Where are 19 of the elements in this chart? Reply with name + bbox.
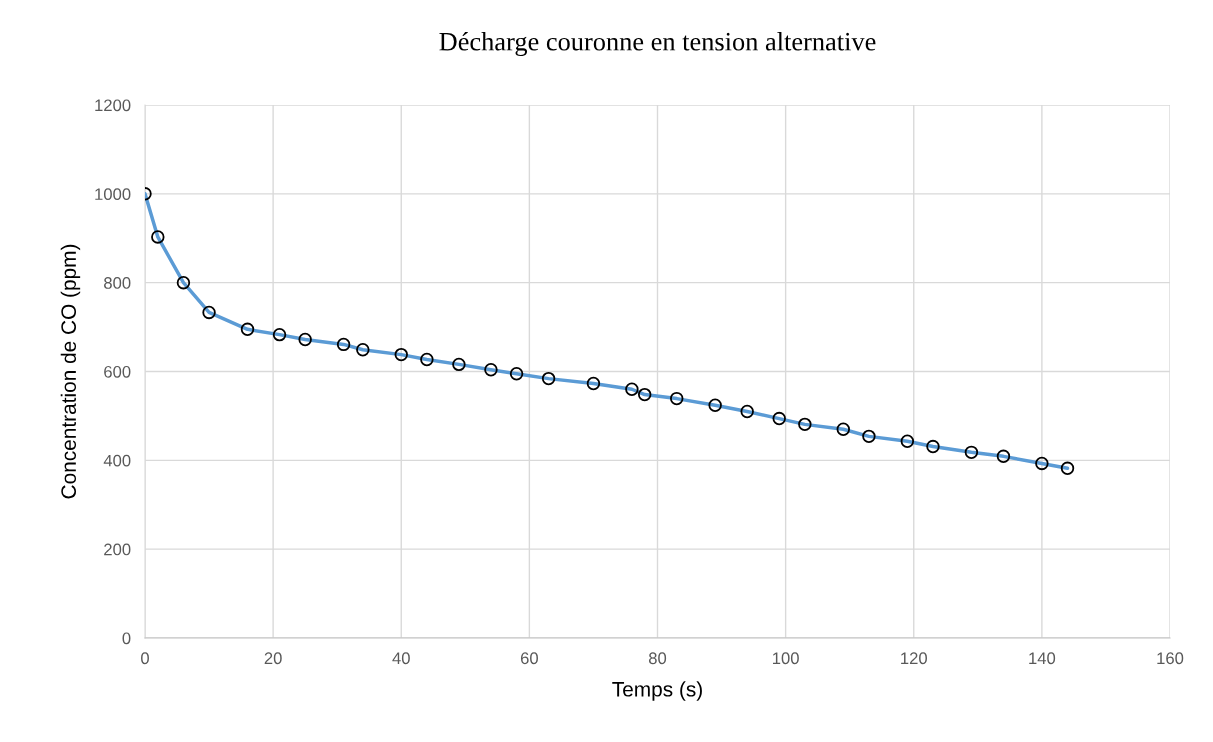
chart-title: Décharge couronne en tension alternative xyxy=(439,31,876,57)
x-tick-label: 0 xyxy=(141,652,149,665)
y-tick-label: 800 xyxy=(104,277,131,289)
x-tick-label: 100 xyxy=(772,652,799,665)
y-axis-title: Concentration de CO (ppm) xyxy=(60,244,81,499)
y-tick-label: 400 xyxy=(103,454,131,467)
x-axis-title: Temps (s) xyxy=(612,681,702,701)
x-tick-label: 140 xyxy=(1029,652,1056,665)
y-tick-label: 0 xyxy=(122,632,131,645)
x-tick-label: 160 xyxy=(1157,652,1184,665)
y-tick-label: 1000 xyxy=(95,188,131,201)
y-tick-label: 1200 xyxy=(95,99,131,112)
y-tick-label: 600 xyxy=(104,365,131,378)
x-tick-label: 80 xyxy=(648,652,667,665)
x-tick-label: 120 xyxy=(901,652,927,665)
x-tick-label: 60 xyxy=(520,652,538,665)
x-tick-label: 40 xyxy=(392,652,410,665)
x-tick-label: 20 xyxy=(264,652,282,665)
y-tick-label: 200 xyxy=(104,543,131,556)
